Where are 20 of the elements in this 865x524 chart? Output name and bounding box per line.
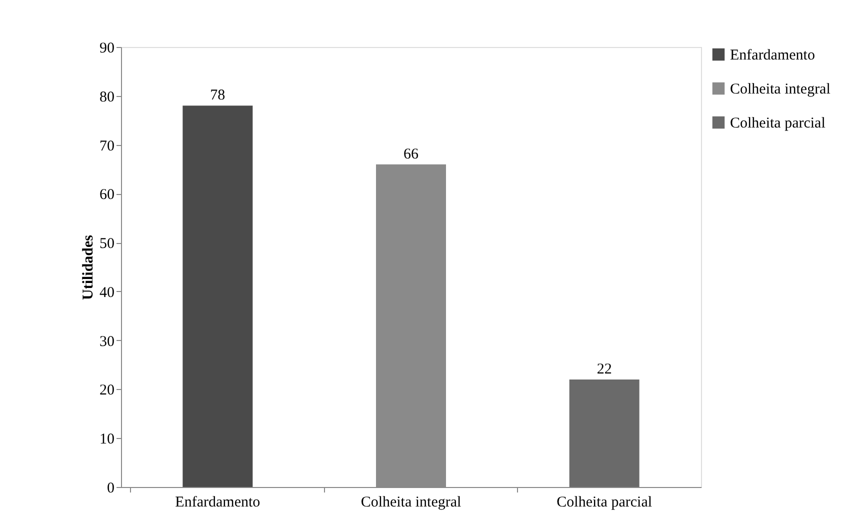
y-axis-title: Utilidades: [80, 234, 96, 300]
x-tick-label: Colheita integral: [360, 494, 462, 510]
y-tick-label: 20: [100, 382, 114, 399]
y-tick-label: 40: [100, 284, 114, 301]
x-tick-label: Colheita parcial: [556, 494, 652, 510]
y-tick-label: 50: [100, 236, 114, 252]
y-tick-label: 0: [107, 480, 114, 496]
y-tick-label: 90: [100, 40, 114, 56]
y-tick-label: 80: [100, 89, 114, 106]
y-tick-label: 70: [100, 138, 114, 154]
y-tick-label: 10: [100, 432, 114, 448]
y-tick-label: 30: [100, 334, 114, 350]
data-label: 66: [404, 146, 419, 162]
data-label: 22: [596, 361, 612, 378]
legend-label: Colheita integral: [730, 82, 830, 98]
y-tick-label: 60: [100, 187, 114, 204]
x-tick-label: Enfardamento: [175, 494, 260, 510]
legend-label: Enfardamento: [730, 48, 815, 64]
legend-label: Colheita parcial: [730, 116, 826, 132]
data-label: 78: [210, 88, 226, 104]
